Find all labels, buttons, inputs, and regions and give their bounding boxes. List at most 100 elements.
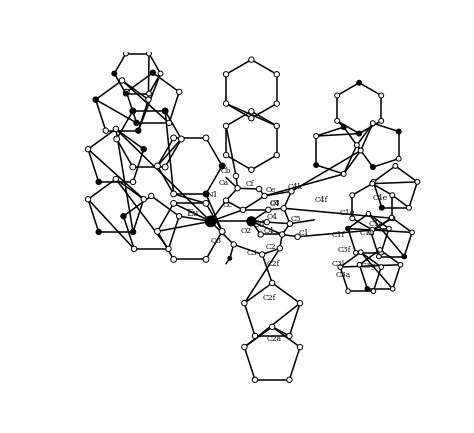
Circle shape [231,242,237,247]
Circle shape [158,71,163,76]
Circle shape [249,109,254,114]
Circle shape [415,179,420,184]
Circle shape [274,152,280,158]
Circle shape [130,164,136,170]
Circle shape [295,234,301,239]
Circle shape [370,227,375,232]
Text: C3f: C3f [337,246,351,255]
Circle shape [162,164,168,170]
Text: C1: C1 [298,229,309,237]
Circle shape [391,287,395,291]
Circle shape [335,118,340,123]
Text: Cc: Cc [223,201,233,209]
Circle shape [390,216,395,221]
Circle shape [252,377,258,382]
Circle shape [85,197,91,202]
Circle shape [112,71,117,76]
Circle shape [402,254,407,259]
Circle shape [171,256,176,262]
Circle shape [297,301,303,306]
Circle shape [355,142,359,148]
Text: C3: C3 [247,249,257,257]
Circle shape [370,165,375,170]
Circle shape [123,51,128,56]
Circle shape [379,205,384,210]
Circle shape [219,229,225,234]
Text: C8: C8 [269,199,280,207]
Circle shape [93,97,99,102]
Text: C4e: C4e [373,194,388,202]
Circle shape [219,163,225,169]
Circle shape [96,179,101,184]
Text: C2f: C2f [267,260,280,268]
Circle shape [203,135,209,141]
Circle shape [287,377,292,382]
Circle shape [123,91,128,96]
Circle shape [146,91,152,96]
Circle shape [113,126,118,132]
Circle shape [85,146,91,152]
Circle shape [178,136,184,142]
Text: C4: C4 [264,227,274,235]
Circle shape [223,152,229,158]
Circle shape [274,101,280,106]
Circle shape [114,136,119,142]
Circle shape [141,197,146,202]
Text: O2: O2 [240,227,251,235]
Circle shape [289,189,294,194]
Circle shape [249,116,254,121]
Circle shape [176,89,182,94]
Circle shape [223,198,228,203]
Text: C1a: C1a [368,220,383,227]
Circle shape [131,246,137,252]
Text: Ca: Ca [219,180,229,187]
Text: C1g: C1g [340,209,356,217]
Circle shape [171,135,176,141]
Circle shape [376,254,381,259]
Circle shape [358,148,363,153]
Circle shape [387,226,391,231]
Circle shape [379,93,383,98]
Circle shape [130,108,136,114]
Circle shape [277,246,283,251]
Circle shape [341,171,346,176]
Circle shape [113,176,118,182]
Circle shape [280,232,285,237]
Circle shape [358,250,363,255]
Circle shape [166,246,171,252]
Circle shape [270,280,275,286]
Circle shape [389,215,394,220]
Text: N1: N1 [207,191,219,199]
Circle shape [270,324,275,330]
Circle shape [357,131,362,136]
Circle shape [357,262,362,267]
Text: C3a: C3a [335,271,351,279]
Circle shape [297,344,303,350]
Text: C3g: C3g [361,262,376,270]
Circle shape [155,163,160,169]
Text: O3: O3 [211,237,222,245]
Circle shape [264,220,270,225]
Circle shape [338,265,343,269]
Circle shape [228,256,232,260]
Text: Cb: Cb [221,167,231,175]
Circle shape [341,125,346,129]
Circle shape [242,344,247,350]
Circle shape [366,211,371,216]
Circle shape [258,232,264,237]
Circle shape [370,181,375,186]
Circle shape [259,252,265,257]
Text: C3l: C3l [331,260,345,268]
Circle shape [379,265,383,269]
Circle shape [287,221,292,226]
Circle shape [314,162,319,168]
Circle shape [130,229,136,235]
Circle shape [146,51,152,56]
Circle shape [379,250,383,255]
Circle shape [223,71,229,77]
Circle shape [350,216,355,221]
Text: Ce: Ce [265,187,275,194]
Circle shape [134,120,139,126]
Text: C1u: C1u [359,229,374,237]
Circle shape [393,163,398,168]
